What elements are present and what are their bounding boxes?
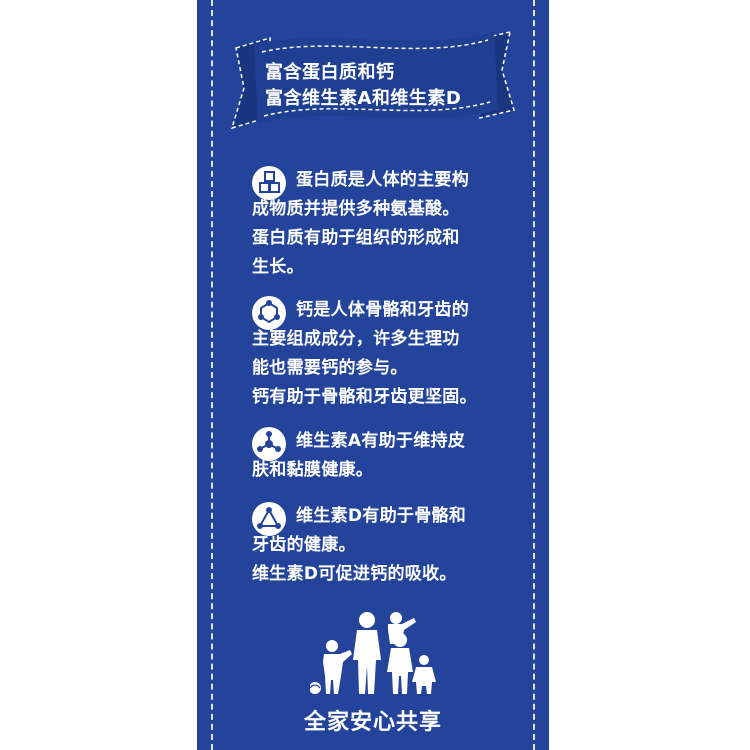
footer-slogan: 全家安心共享 (303, 710, 442, 735)
banner-line-1: 富含蛋白质和钙 (265, 62, 395, 83)
feature-line: 维生素A有助于维持皮 (296, 431, 466, 451)
feature-line: 维生素D有助于骨骼和 (296, 506, 467, 526)
stitch-border-right (533, 0, 535, 750)
family-icon (310, 612, 436, 694)
feature-line: 蛋白质是人体的主要构 (296, 170, 469, 190)
feature-line: 成物质并提供多种氨基酸。 (252, 199, 460, 219)
molecule-ring-icon (252, 296, 286, 330)
feature-protein: 蛋白质是人体的主要构 成物质并提供多种氨基酸。 蛋白质有助于组织的形成和 生长。 (252, 166, 522, 282)
molecule-cluster-icon (252, 427, 286, 461)
feature-line: 肤和黏膜健康。 (252, 460, 374, 480)
molecule-triangle-icon (252, 502, 286, 536)
feature-line: 主要组成成分，许多生理功 (252, 329, 460, 349)
stitch-border-left (211, 0, 213, 750)
feature-line: 维生素D可促进钙的吸收。 (252, 564, 457, 584)
cubes-icon (252, 166, 286, 200)
feature-line: 牙齿的健康。 (252, 535, 356, 555)
banner-line-2: 富含维生素A和维生素D (265, 88, 462, 109)
ribbon-banner-icon (230, 30, 515, 130)
feature-line: 生长。 (252, 257, 304, 277)
feature-calcium: 钙是人体骨骼和牙齿的 主要组成成分，许多生理功 能也需要钙的参与。 钙有助于骨骼… (252, 296, 522, 412)
ribbon-text: 富含蛋白质和钙 富含维生素A和维生素D (265, 60, 515, 112)
feature-line: 能也需要钙的参与。 (252, 358, 408, 378)
feature-vitamin-d: 维生素D有助于骨骼和 牙齿的健康。 维生素D可促进钙的吸收。 (252, 502, 522, 589)
feature-line: 钙是人体骨骼和牙齿的 (296, 300, 469, 320)
feature-line: 钙有助于骨骼和牙齿更坚固。 (252, 387, 477, 407)
feature-vitamin-a: 维生素A有助于维持皮 肤和黏膜健康。 (252, 427, 522, 485)
feature-line: 蛋白质有助于组织的形成和 (252, 228, 460, 248)
